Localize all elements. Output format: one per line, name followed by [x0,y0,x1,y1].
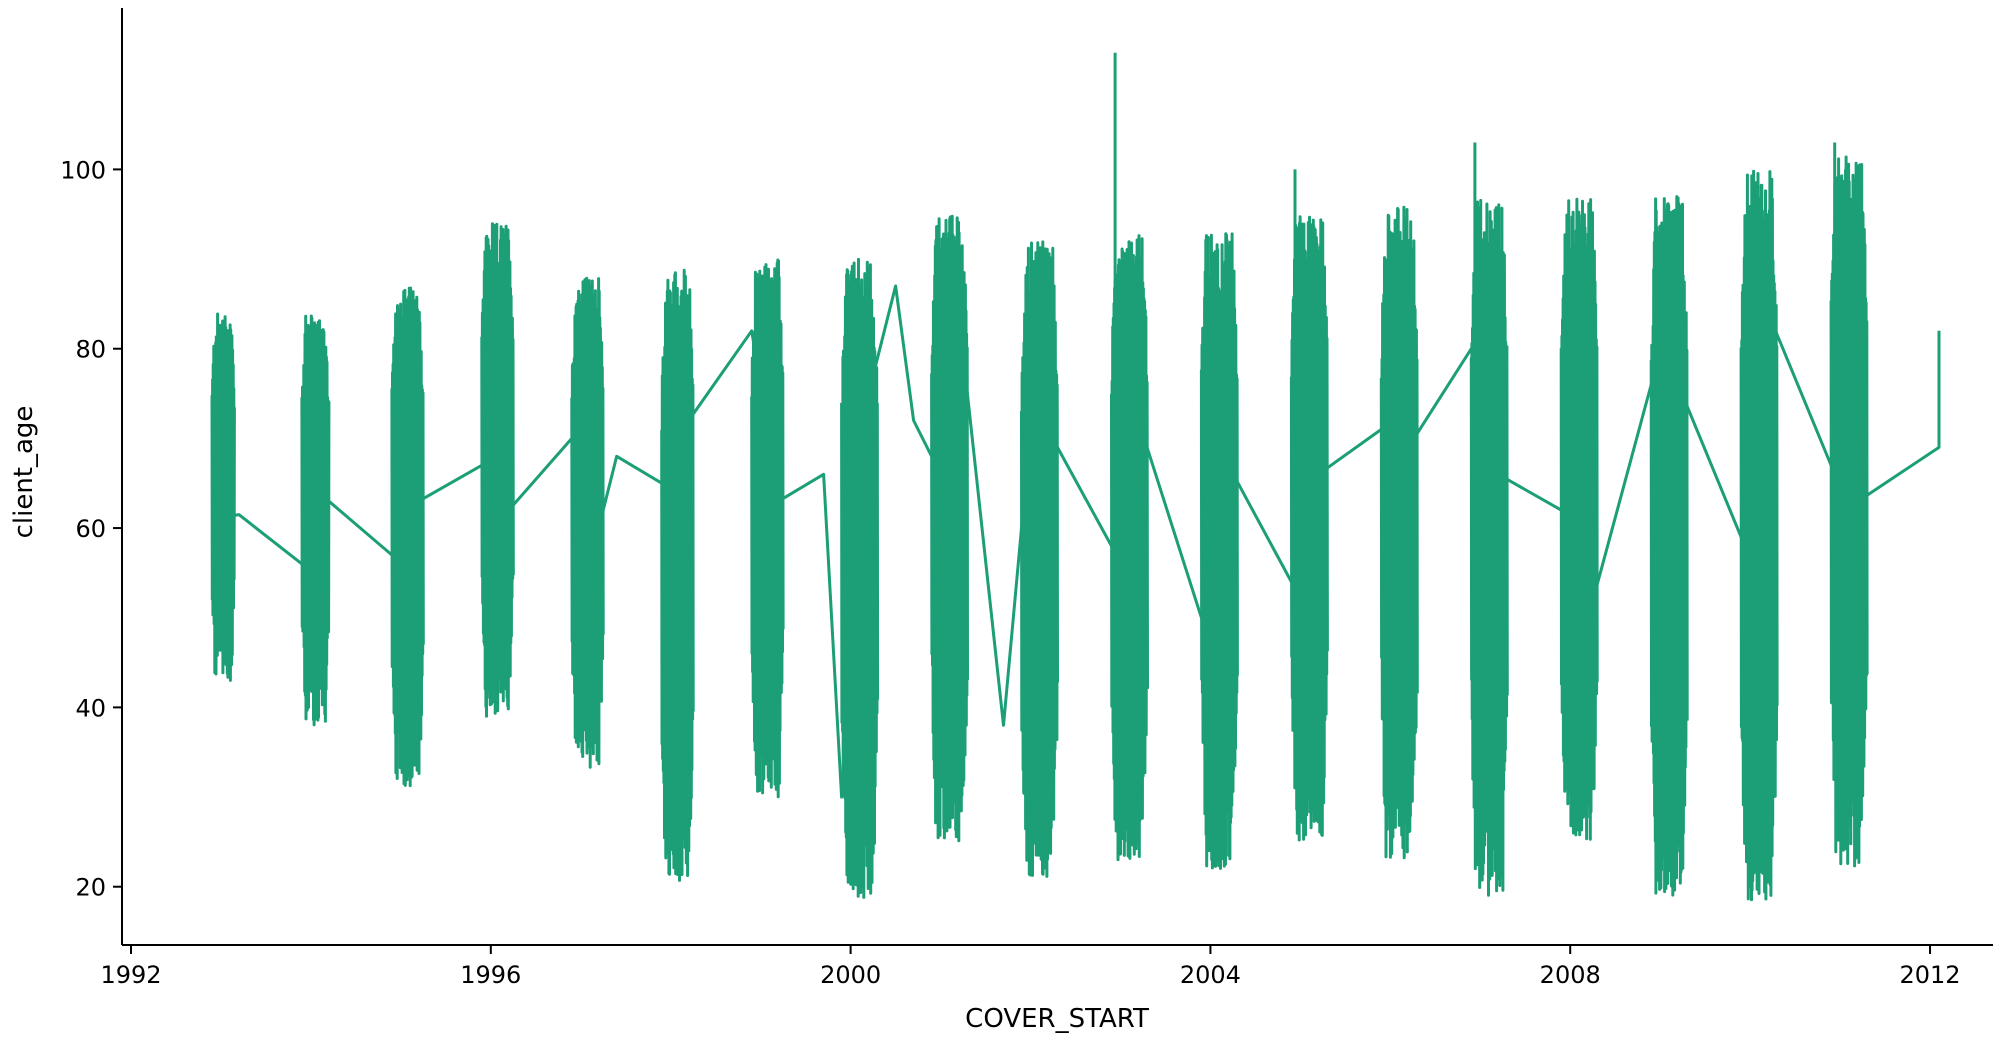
series-line-summary [211,284,1941,799]
x-tick-label: 2008 [1540,961,1601,989]
cluster-core [755,377,780,647]
series-cluster-9 [1020,240,1059,878]
cluster-core [305,403,326,610]
series-cluster-15 [1559,197,1599,841]
series-cluster-2 [390,286,425,788]
x-tick-label: 2012 [1899,961,1960,989]
cluster-core [1295,352,1323,667]
cluster-core [1565,338,1593,662]
cluster-core [1385,349,1413,677]
cluster-core [575,385,600,633]
x-tick-label: 2000 [820,961,881,989]
y-tick-label: 60 [75,515,106,543]
cluster-core [1025,383,1054,706]
cluster-core [1115,370,1144,684]
x-ticks: 1992 1996 2000 2004 2008 2012 [100,945,1961,989]
cluster-core [1655,350,1683,700]
series-cluster-11 [1199,232,1239,870]
x-tick-label: 2004 [1180,961,1241,989]
x-tick-label: 1996 [460,961,521,989]
series-cluster-13 [1379,205,1419,860]
series-cluster-1 [300,314,331,727]
series-cluster-10 [1110,52,1149,862]
series-cluster-7 [840,257,880,899]
cluster-core [1475,350,1503,700]
y-ticks: 20 40 60 80 100 [60,156,122,902]
cluster-core [485,331,510,579]
y-tick-label: 20 [75,874,106,902]
cluster-oscillation [210,312,236,682]
cluster-core [1745,331,1773,699]
x-tick-label: 1992 [100,961,161,989]
series-cluster-18 [1829,142,1869,868]
cluster-core [1835,309,1863,668]
cluster-core [395,396,420,648]
cluster-core [214,393,232,578]
y-tick-label: 80 [75,336,106,364]
series-cluster-6 [750,258,785,799]
series-cluster-3 [480,222,515,718]
y-tick-label: 100 [60,156,106,184]
series-cluster-14 [1469,142,1509,897]
series-cluster-8 [930,214,969,843]
series-cluster-17 [1739,169,1779,902]
cluster-core [1205,372,1233,691]
cluster-core [935,352,964,667]
series-cluster-16 [1649,195,1689,897]
series-cluster-4 [570,276,605,769]
series-cluster-12 [1289,169,1329,842]
cluster-core [845,401,874,724]
y-tick-label: 40 [75,694,106,722]
y-axis-label: client_age [9,406,39,539]
x-axis-label: COVER_START [965,1004,1149,1034]
plot-area [210,52,1941,902]
series-cluster-5 [660,268,695,882]
series-cluster-0 [210,312,236,682]
cluster-core [665,404,690,714]
axes [121,8,1993,946]
